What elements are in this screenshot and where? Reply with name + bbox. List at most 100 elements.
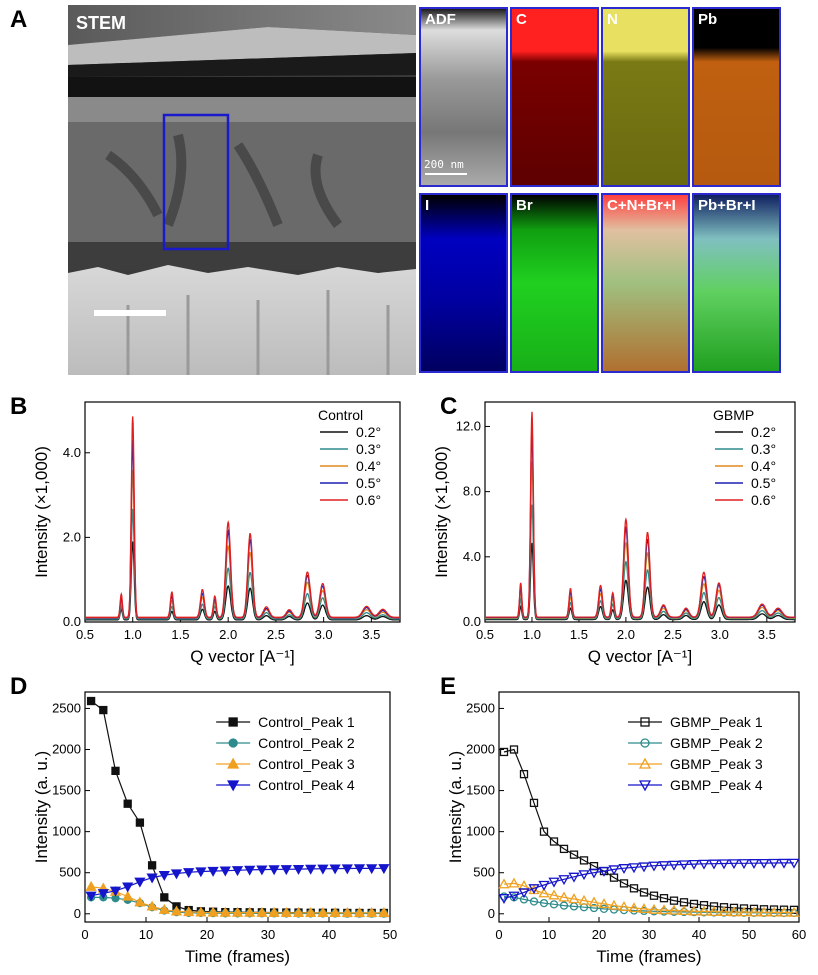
data-point (207, 866, 219, 877)
data-point (268, 906, 280, 917)
data-point (280, 865, 292, 876)
data-point (559, 844, 569, 854)
data-point (539, 827, 549, 836)
data-point (146, 900, 158, 911)
x-tick-label: 30 (642, 927, 656, 942)
data-point (135, 818, 145, 827)
data-point (508, 877, 520, 888)
eds-scale-label: 200 nm (424, 158, 464, 171)
x-tick-label: 2.0 (219, 627, 237, 642)
roi-box (162, 113, 230, 251)
data-point (668, 904, 680, 915)
data-point (109, 886, 122, 897)
data-point (170, 869, 183, 880)
data-point (539, 898, 549, 908)
x-tick-label: 1.0 (124, 627, 142, 642)
eds-tile-pbbri: Pb+Br+I (692, 193, 781, 373)
series-GBMP_Peak 4 (498, 858, 800, 905)
data-point (758, 906, 770, 917)
legend-label: 0.5° (356, 475, 381, 491)
data-point (608, 865, 620, 876)
legend-label: 0.6° (356, 492, 381, 508)
data-point (618, 864, 630, 875)
eds-tile-label: Pb (698, 11, 718, 28)
data-point (366, 906, 378, 917)
data-point (778, 906, 790, 917)
data-point (529, 897, 539, 906)
data-point (678, 905, 690, 916)
data-point (658, 861, 670, 872)
y-tick-label: 0 (74, 906, 81, 921)
y-tick-label: 2000 (466, 742, 495, 757)
legend-label: 0.4° (356, 458, 381, 474)
eds-tile-adf: ADF 200 nm (419, 7, 508, 187)
data-point (207, 906, 219, 917)
plot-frame (84, 401, 401, 623)
data-point (317, 864, 329, 875)
data-point (147, 861, 157, 870)
data-point (558, 891, 570, 902)
data-point (778, 858, 790, 869)
y-tick-label: 0 (488, 906, 495, 921)
data-point (708, 905, 720, 916)
x-tick-label: 3.0 (315, 627, 333, 642)
data-point (353, 864, 366, 875)
data-point (648, 861, 660, 872)
plot-frame (84, 691, 391, 923)
legend-label: Control_Peak 2 (258, 735, 355, 751)
eds-scale-bar (425, 173, 467, 175)
y-tick-label: 8.0 (463, 484, 481, 499)
x-tick-label: 20 (200, 927, 214, 942)
data-point (559, 901, 569, 910)
eds-tile-br: Br (510, 193, 599, 373)
chart-e: 0 10 20 30 40 50 60 0 500 1000 1500 2000 2500 Time (f… (446, 691, 806, 966)
data-point (160, 893, 169, 902)
data-point (588, 868, 600, 879)
series-line-0.6° (485, 411, 795, 618)
data-point (640, 717, 650, 727)
data-point (578, 894, 590, 905)
data-point (256, 865, 268, 876)
legend-label: Control_Peak 4 (258, 777, 355, 793)
y-tick-label: 1500 (52, 783, 81, 798)
data-point (688, 905, 700, 916)
data-point (146, 873, 158, 884)
eds-tile-cnbri: C+N+Br+I (601, 193, 690, 373)
series-line-0.3° (85, 508, 400, 620)
data-point (599, 904, 609, 914)
stem-image: STEM (68, 5, 416, 375)
series-line (503, 748, 795, 911)
data-point (589, 903, 599, 913)
data-point (648, 903, 660, 914)
data-point (378, 906, 390, 917)
data-point (183, 868, 195, 879)
data-point (588, 896, 600, 907)
data-point (227, 780, 240, 792)
stem-label: STEM (76, 13, 127, 33)
data-point (578, 870, 590, 881)
data-point (329, 864, 341, 875)
eds-tile-label: Pb+Br+I (698, 197, 756, 214)
legend-label: 0.4° (751, 458, 776, 474)
data-point (317, 906, 329, 917)
data-point (122, 890, 134, 901)
x-tick-label: 2.5 (267, 627, 285, 642)
x-tick-label: 40 (692, 927, 706, 942)
x-tick-label: 2.5 (664, 627, 682, 642)
y-tick-label: 1000 (466, 824, 495, 839)
x-axis-label: Time (frames) (185, 947, 290, 966)
data-point (195, 867, 207, 878)
data-point (305, 906, 317, 917)
data-point (122, 882, 134, 893)
data-point (158, 871, 170, 882)
x-tick-label: 3.5 (362, 627, 380, 642)
data-point (549, 900, 559, 909)
data-point (640, 738, 650, 748)
x-tick-label: 0.5 (476, 627, 494, 642)
x-axis-label: Time (frames) (596, 947, 701, 966)
data-point (558, 875, 570, 886)
x-tick-label: 10 (139, 927, 153, 942)
data-point (549, 837, 559, 846)
data-point (598, 866, 610, 877)
data-point (509, 745, 519, 754)
